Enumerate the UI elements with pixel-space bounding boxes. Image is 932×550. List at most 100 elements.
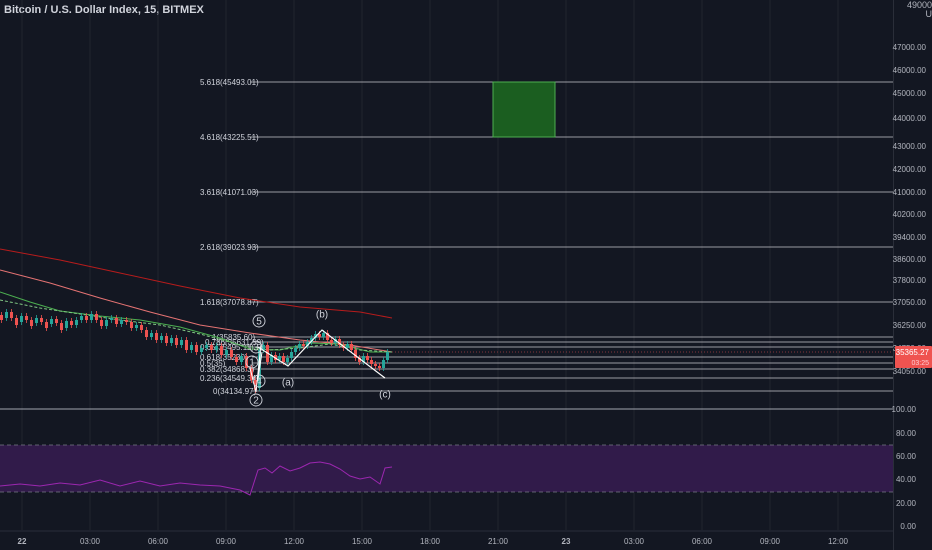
- candle[interactable]: [240, 356, 243, 362]
- candle[interactable]: [205, 345, 208, 348]
- candle[interactable]: [165, 336, 168, 343]
- candle[interactable]: [370, 360, 373, 364]
- candle[interactable]: [220, 346, 223, 355]
- candle[interactable]: [125, 320, 128, 322]
- candle[interactable]: [120, 320, 123, 324]
- candle[interactable]: [190, 345, 193, 350]
- rsi-tick-label: 100.00: [892, 405, 917, 414]
- candle[interactable]: [80, 316, 83, 320]
- candle[interactable]: [20, 316, 23, 322]
- candle[interactable]: [358, 358, 361, 362]
- candle[interactable]: [30, 320, 33, 326]
- candle[interactable]: [70, 321, 73, 325]
- candle[interactable]: [180, 340, 183, 345]
- candle[interactable]: [326, 333, 329, 340]
- candle[interactable]: [310, 338, 313, 342]
- candle[interactable]: [314, 334, 317, 338]
- target-box[interactable]: [492, 81, 556, 138]
- candle[interactable]: [278, 356, 281, 360]
- candle[interactable]: [270, 355, 273, 362]
- candle[interactable]: [95, 314, 98, 320]
- candle[interactable]: [195, 345, 198, 352]
- candle[interactable]: [150, 333, 153, 337]
- candle[interactable]: [200, 348, 203, 352]
- rsi-axis[interactable]: 100.00 80.00 60.00 40.00 20.00 0.00: [892, 405, 917, 531]
- candle[interactable]: [105, 320, 108, 326]
- candle[interactable]: [346, 344, 349, 348]
- candle[interactable]: [100, 320, 103, 326]
- fib-extension[interactable]: 5.618(45493.01) 4.618(43225.51) 3.618(4107…: [200, 78, 893, 396]
- candle[interactable]: [175, 338, 178, 345]
- candle[interactable]: [362, 356, 365, 362]
- candle[interactable]: [386, 352, 389, 360]
- candle[interactable]: [110, 318, 113, 320]
- candle[interactable]: [354, 350, 357, 358]
- last-price-countdown: 03:25: [911, 360, 929, 367]
- candle[interactable]: [60, 323, 63, 330]
- candles[interactable]: [0, 309, 389, 393]
- candle[interactable]: [318, 334, 321, 337]
- candle[interactable]: [35, 318, 38, 323]
- candle[interactable]: [235, 357, 238, 362]
- candle[interactable]: [306, 342, 309, 346]
- wave-label: (b): [316, 310, 328, 321]
- candle[interactable]: [160, 336, 163, 340]
- wave-abc-line[interactable]: [257, 329, 386, 379]
- candle[interactable]: [290, 352, 293, 358]
- candle[interactable]: [115, 318, 118, 324]
- candle[interactable]: [338, 339, 341, 345]
- candle[interactable]: [185, 340, 188, 350]
- candle[interactable]: [25, 316, 28, 320]
- candle[interactable]: [330, 340, 333, 343]
- time-tick-label: 23: [562, 537, 571, 546]
- time-axis[interactable]: 22 03:00 06:00 09:00 12:00 15:00 18:00 21:00 23 0…: [0, 530, 893, 546]
- candle[interactable]: [366, 356, 369, 360]
- candle[interactable]: [0, 315, 3, 320]
- candle[interactable]: [45, 322, 48, 328]
- candle[interactable]: [262, 345, 265, 350]
- candle[interactable]: [85, 316, 88, 320]
- candle[interactable]: [170, 338, 173, 343]
- candle[interactable]: [254, 380, 257, 390]
- candle[interactable]: [225, 350, 228, 355]
- candle[interactable]: [298, 344, 301, 348]
- candle[interactable]: [145, 330, 148, 337]
- candle[interactable]: [55, 319, 58, 323]
- candle[interactable]: [210, 345, 213, 350]
- candle[interactable]: [378, 366, 381, 368]
- candle[interactable]: [350, 344, 353, 350]
- candle[interactable]: [75, 320, 78, 325]
- candle[interactable]: [245, 356, 248, 368]
- time-tick-label: 18:00: [420, 537, 441, 546]
- time-tick-label: 09:00: [216, 537, 237, 546]
- candle[interactable]: [155, 333, 158, 340]
- candle[interactable]: [374, 364, 377, 366]
- rsi-tick-label: 40.00: [896, 475, 917, 484]
- candle[interactable]: [135, 325, 138, 328]
- wave-label: 5: [256, 317, 262, 328]
- candle[interactable]: [302, 344, 305, 346]
- time-tick-label: 12:00: [284, 537, 305, 546]
- candle[interactable]: [322, 333, 325, 337]
- candle[interactable]: [230, 350, 233, 357]
- candle[interactable]: [282, 356, 285, 362]
- candle[interactable]: [15, 318, 18, 325]
- price-axis[interactable]: 47000.00 46000.00 45000.00 44000.00 43000.00…: [893, 43, 927, 376]
- candle[interactable]: [286, 358, 289, 362]
- candle[interactable]: [90, 314, 93, 320]
- wave-label-circle: [252, 374, 266, 388]
- candle[interactable]: [215, 346, 218, 350]
- candle[interactable]: [40, 318, 43, 322]
- candle[interactable]: [50, 319, 53, 324]
- last-price-value: 35365.27: [896, 348, 930, 357]
- candle[interactable]: [294, 348, 297, 352]
- candle[interactable]: [5, 312, 8, 318]
- candle[interactable]: [140, 325, 143, 330]
- fib-level-label: 0.618(35230): [200, 353, 248, 362]
- chart-symbol-title[interactable]: Bitcoin / U.S. Dollar Index, 15, BITMEX: [4, 4, 204, 16]
- candle[interactable]: [382, 360, 385, 368]
- candle[interactable]: [130, 322, 133, 328]
- candle[interactable]: [65, 321, 68, 328]
- candle[interactable]: [10, 312, 13, 318]
